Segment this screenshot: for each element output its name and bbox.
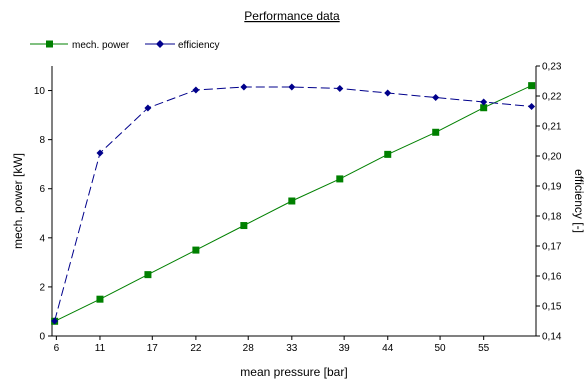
chart-title: Performance data	[244, 9, 340, 23]
legend-label-efficiency: efficiency	[178, 40, 220, 51]
series-line-efficiency	[54, 86, 532, 322]
legend-item-mech-power: mech. power	[30, 40, 130, 51]
x-axis-ticks: 6 11 17 22 28 33 39 44 50 55	[54, 336, 490, 354]
x-tick-label: 55	[478, 343, 490, 354]
data-point-efficiency	[384, 89, 392, 97]
x-tick-label: 33	[286, 343, 298, 354]
data-point-efficiency	[336, 85, 344, 92]
data-point-mech-power	[144, 271, 152, 279]
legend-marker-mech-power	[46, 40, 53, 48]
data-point-mech-power	[528, 82, 536, 90]
y-right-tick-label: 0,16	[542, 272, 562, 283]
y-right-tick-label: 0,23	[542, 62, 562, 73]
data-point-mech-power	[192, 246, 200, 254]
y-right-tick-label: 0,18	[542, 212, 562, 223]
y-axis-left-ticks: 0 2 4 6 8 10	[34, 86, 52, 343]
y-axis-left-label: mech. power [kW]	[11, 153, 25, 249]
x-tick-label: 39	[339, 343, 351, 354]
data-point-mech-power	[432, 128, 440, 136]
x-tick-label: 22	[190, 343, 202, 354]
y-right-tick-label: 0,14	[542, 332, 562, 343]
x-tick-label: 11	[95, 343, 106, 354]
x-tick-label: 44	[382, 343, 394, 354]
y-right-tick-label: 0,20	[542, 152, 562, 163]
data-point-efficiency	[240, 83, 248, 91]
x-tick-label: 50	[435, 343, 447, 354]
x-axis-label: mean pressure [bar]	[240, 365, 347, 379]
data-point-efficiency	[288, 83, 296, 91]
y-left-tick-label: 6	[39, 184, 45, 195]
y-axis-right-ticks: 0,14 0,15 0,16 0,17 0,18 0,19 0,20 0,21 0,22 0,23	[536, 62, 562, 343]
legend-item-efficiency: efficiency	[145, 40, 220, 51]
data-point-mech-power	[288, 197, 296, 205]
legend-marker-efficiency	[156, 40, 164, 48]
x-tick-label: 28	[243, 343, 255, 354]
data-point-mech-power	[480, 104, 488, 112]
y-right-tick-label: 0,21	[542, 122, 562, 133]
y-left-tick-label: 0	[39, 332, 45, 343]
data-point-mech-power	[384, 150, 392, 158]
y-left-tick-label: 2	[39, 282, 45, 293]
data-point-mech-power	[96, 295, 104, 303]
x-tick-label: 17	[147, 343, 159, 354]
data-point-mech-power	[336, 175, 344, 183]
data-point-efficiency	[528, 103, 536, 110]
y-right-tick-label: 0,19	[542, 182, 562, 193]
series-layer	[51, 82, 536, 325]
data-point-efficiency	[51, 317, 59, 325]
data-point-efficiency	[432, 94, 440, 101]
y-axis-right-label: efficiency [-]	[572, 169, 584, 233]
data-point-efficiency	[96, 149, 104, 157]
plot-area	[51, 66, 537, 337]
legend: mech. power efficiency	[30, 40, 220, 51]
y-right-tick-label: 0,15	[542, 302, 562, 313]
x-tick-label: 6	[54, 343, 60, 354]
data-point-efficiency	[480, 98, 488, 106]
data-point-efficiency	[144, 104, 152, 112]
y-right-tick-label: 0,22	[542, 92, 562, 103]
y-right-tick-label: 0,17	[542, 242, 562, 253]
data-point-efficiency	[192, 86, 200, 94]
y-left-tick-label: 4	[39, 233, 45, 244]
data-point-mech-power	[240, 222, 248, 230]
y-left-tick-label: 10	[34, 86, 46, 97]
y-left-tick-label: 8	[39, 135, 45, 146]
legend-label-mech-power: mech. power	[72, 40, 130, 51]
